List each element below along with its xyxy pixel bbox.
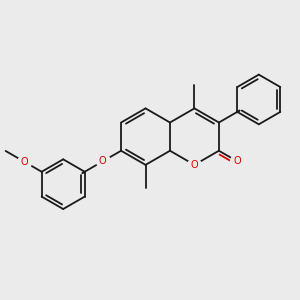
Text: O: O (20, 157, 28, 167)
Text: O: O (99, 156, 106, 167)
Text: O: O (234, 156, 241, 167)
Text: O: O (190, 160, 198, 170)
